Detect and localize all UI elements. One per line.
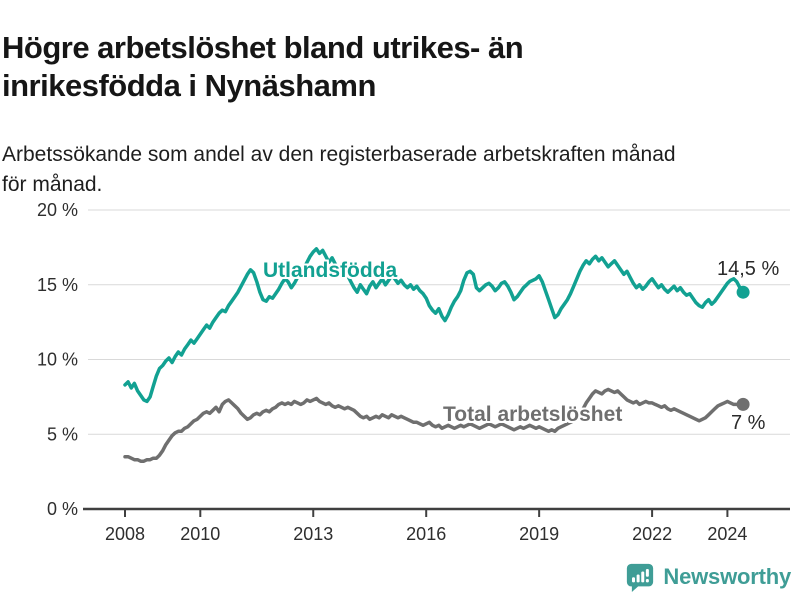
end-value-utlandsfodda: 14,5 % — [717, 258, 780, 280]
series-end-dot — [736, 397, 750, 411]
series-label-utlandsfodda: Utlandsfödda — [263, 259, 398, 282]
line-chart: 2008 2010 2013 2016 2019 2022 2024 0 % 5 % 10 % 15… — [37, 200, 790, 544]
x-tick-label: 2019 — [519, 524, 559, 544]
newsworthy-icon — [627, 563, 654, 592]
x-tick-label: 2010 — [180, 524, 220, 544]
x-tick-label: 2008 — [105, 524, 145, 544]
y-tick-label: 10 % — [37, 350, 78, 370]
y-tick-label: 5 % — [47, 424, 78, 444]
x-tick-label: 2013 — [293, 524, 333, 544]
y-tick-label: 20 % — [37, 200, 78, 220]
x-tick-label: 2022 — [632, 524, 672, 544]
series-line — [123, 247, 745, 404]
brand-wordmark: Newsworthy — [663, 564, 791, 589]
brand-logo-link[interactable]: Newsworthy — [625, 562, 791, 592]
x-tick-label: 2024 — [707, 524, 747, 544]
subtitle-line-1: Arbetssökande som andel av den registerb… — [2, 143, 676, 166]
series-line — [123, 387, 745, 463]
series-end-dot — [736, 285, 750, 299]
title-line-1: Högre arbetslöshet bland utrikes- än — [2, 29, 524, 65]
subtitle-line-2: för månad. — [2, 173, 103, 196]
chart-subtitle: Arbetssökande som andel av den registerb… — [2, 140, 794, 200]
x-tick-label: 2016 — [406, 524, 446, 544]
y-tick-label: 15 % — [37, 275, 78, 295]
y-tick-label: 0 % — [47, 499, 78, 519]
end-value-total: 7 % — [731, 412, 766, 434]
series-label-total: Total arbetslöshet — [443, 403, 623, 426]
page-title: Högre arbetslöshet bland utrikes- än inri… — [2, 29, 762, 105]
title-line-2: inrikesfödda i Nynäshamn — [2, 67, 376, 103]
